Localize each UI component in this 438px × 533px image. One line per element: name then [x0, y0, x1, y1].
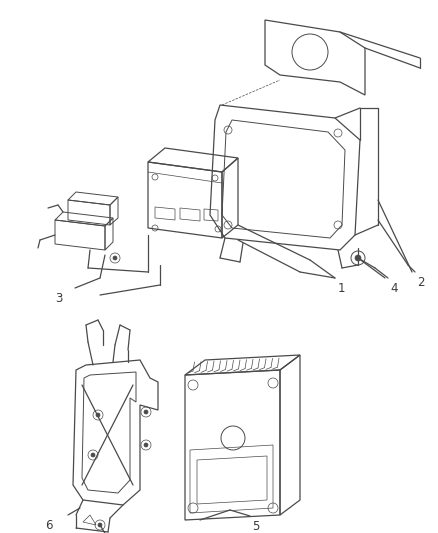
Circle shape [355, 255, 361, 261]
Text: 1: 1 [338, 282, 346, 295]
Circle shape [91, 453, 95, 457]
Text: 3: 3 [55, 292, 62, 305]
Text: 6: 6 [45, 519, 53, 532]
Circle shape [98, 523, 102, 527]
Text: 5: 5 [252, 520, 259, 533]
Circle shape [113, 256, 117, 260]
Text: 2: 2 [417, 276, 424, 289]
Circle shape [96, 413, 100, 417]
Circle shape [144, 410, 148, 414]
Circle shape [144, 443, 148, 447]
Text: 4: 4 [390, 282, 398, 295]
